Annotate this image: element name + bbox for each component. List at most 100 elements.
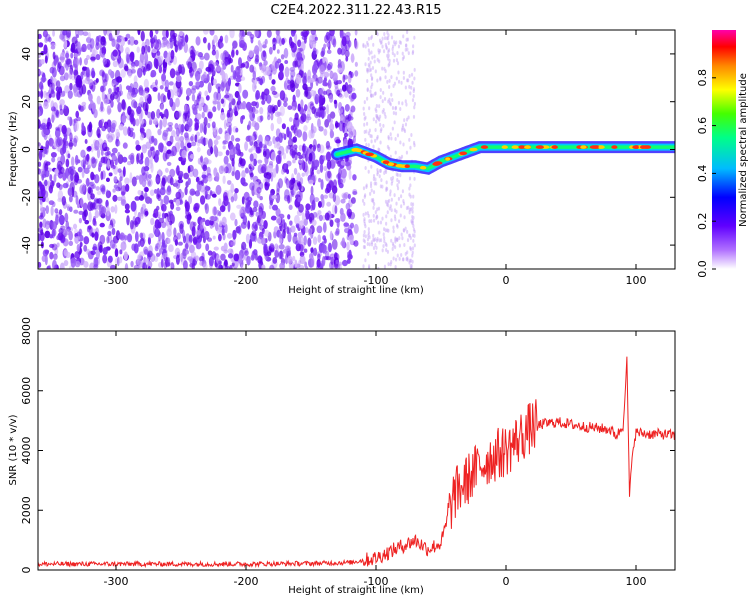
noise-blob-faint [400,154,404,159]
noise-blob [91,228,97,234]
noise-blob [304,227,309,234]
noise-blob-faint [385,186,389,191]
noise-blob [216,228,222,235]
noise-blob [311,219,317,226]
noise-blob-faint [369,60,372,65]
noise-blob [209,189,213,197]
noise-blob [70,52,74,59]
noise-blob [141,45,146,55]
noise-blob [322,56,326,63]
noise-blob [129,220,134,230]
noise-blob [165,30,169,39]
noise-blob-faint [373,59,376,64]
noise-blob [117,168,122,173]
y-tick-label: 40 [20,47,33,61]
noise-blob-faint [372,246,376,251]
noise-blob-faint [397,79,401,84]
noise-blob [220,52,226,61]
noise-blob [279,69,284,78]
noise-blob [305,203,311,211]
noise-blob-faint [410,263,413,268]
noise-blob [219,220,223,227]
noise-blob [179,173,183,178]
noise-blob [194,99,198,107]
noise-blob [293,33,298,42]
noise-blob [44,144,49,155]
noise-blob [39,203,43,214]
noise-blob-faint [367,233,370,238]
noise-blob [275,192,281,204]
noise-blob [140,152,144,161]
noise-blob [40,229,44,236]
noise-blob-faint [405,37,408,42]
noise-blob-faint [390,75,393,80]
noise-blob [338,120,344,132]
noise-blob [88,121,93,133]
noise-blob-faint [384,75,387,80]
noise-blob [108,224,113,230]
noise-blob [322,221,327,233]
colorbar-tick-label: 0.0 [696,260,709,278]
snr-series-line [38,356,675,569]
noise-blob [289,220,293,226]
noise-blob-faint [387,33,390,38]
noise-blob-faint [412,87,416,92]
noise-blob [273,142,277,149]
colorbar-tick-label: 0.4 [696,165,709,183]
noise-blob [75,75,82,86]
noise-blob [334,218,341,223]
noise-blob-faint [399,40,402,45]
noise-blob [241,170,246,179]
noise-blob [215,184,222,196]
noise-blob [122,156,128,163]
noise-blob [308,228,311,236]
noise-blob [190,133,195,143]
noise-blob [223,249,228,254]
noise-blob [292,255,296,262]
noise-blob-faint [396,224,399,229]
noise-blob [140,30,145,42]
noise-blob [145,128,152,140]
noise-blob-faint [379,184,382,189]
noise-blob [49,243,55,249]
noise-blob [138,159,144,165]
noise-blob [38,181,43,187]
noise-blob [322,79,326,86]
noise-blob [88,211,92,223]
noise-blob-faint [402,70,405,75]
noise-blob [84,138,88,145]
noise-blob [117,102,122,113]
noise-blob-faint [406,256,409,261]
noise-blob-faint [408,192,411,197]
noise-blob [208,256,214,267]
noise-blob [266,30,272,38]
noise-blob [224,223,228,234]
noise-blob [308,77,315,83]
noise-blob [117,151,121,158]
noise-blob [95,53,101,61]
noise-blob [51,156,56,163]
noise-blob [321,256,326,267]
noise-blob-faint [407,78,410,83]
noise-blob [43,148,48,154]
noise-blob [157,128,162,136]
noise-blob-faint [386,228,389,233]
noise-blob-faint [383,111,386,116]
noise-blob-faint [366,79,369,84]
noise-blob [147,45,151,53]
noise-blob-faint [383,96,387,101]
noise-blob [352,130,356,138]
noise-blob [169,177,174,186]
noise-blob [301,35,308,41]
noise-blob-faint [393,214,397,219]
noise-blob [275,216,282,225]
noise-blob [180,160,186,166]
noise-blob [191,93,196,102]
noise-blob-faint [412,238,415,243]
noise-blob [266,94,272,104]
noise-blob [342,259,348,267]
noise-blob [107,122,112,133]
noise-blob [205,243,210,252]
noise-blob [314,165,318,171]
